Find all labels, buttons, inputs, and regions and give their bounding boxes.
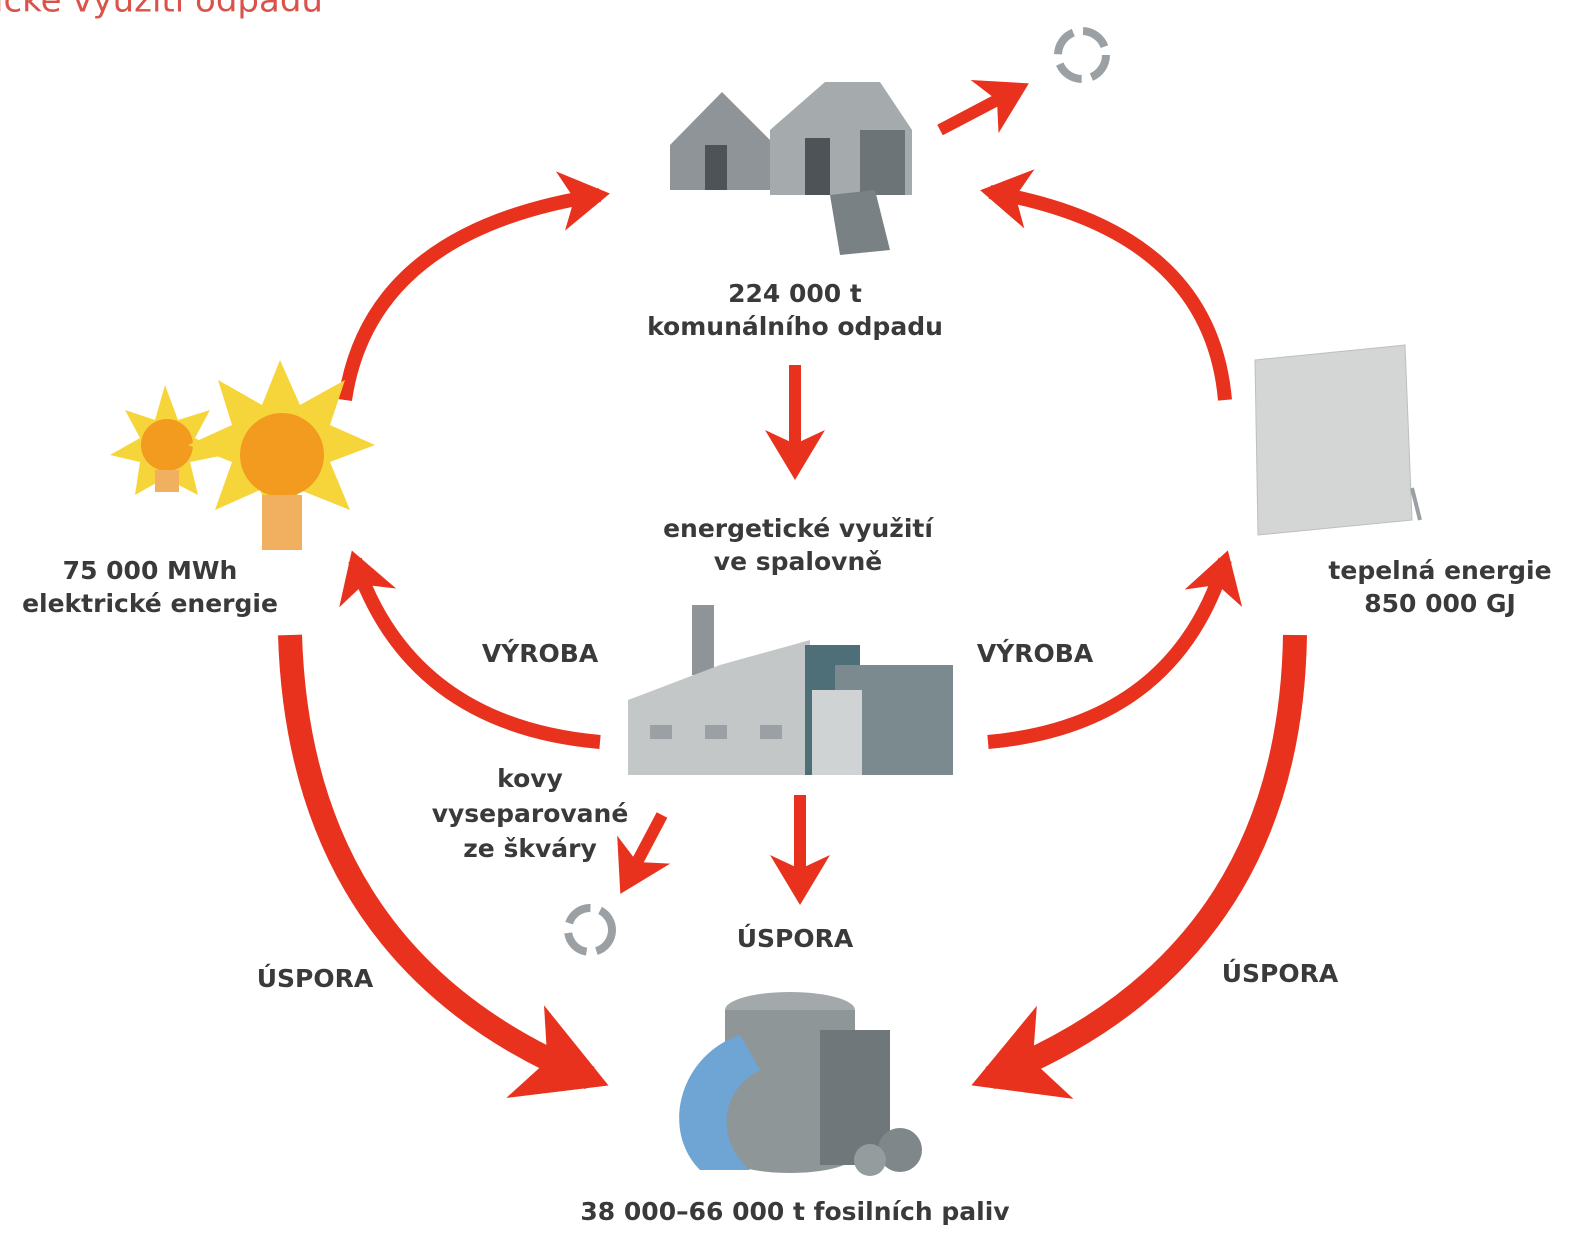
edge-label: VÝROBA [482,638,599,668]
node-label: komunálního odpadu [647,312,943,341]
arrow [345,195,600,400]
arrow [990,635,1295,1078]
node-label: ze škváry [463,834,597,863]
node-label: energetické využití [663,514,934,543]
factory-icon [628,605,953,775]
edge-label: ÚSPORA [1222,958,1339,988]
edge-label: ÚSPORA [737,923,854,953]
node-label: ve spalovně [714,547,882,576]
edge-label: ÚSPORA [257,963,374,993]
node-label: tepelná energie [1328,556,1551,585]
node-label: vyseparované [432,799,629,828]
arrow [990,192,1225,400]
diagram: ické využití odpadů [0,0,1585,1240]
node-label: 38 000–66 000 t fosilních paliv [580,1197,1009,1226]
node-label: kovy [497,764,563,793]
page-title: ické využití odpadů [0,0,323,21]
houses-icon [670,82,912,255]
bulbs-icon [110,360,375,550]
node-label: elektrické energie [22,589,278,618]
fuels-icon [679,992,922,1176]
node-label: 224 000 t [728,279,862,308]
node-label: 75 000 MWh [63,556,238,585]
edge-label: VÝROBA [977,638,1094,668]
node-label: 850 000 GJ [1364,589,1516,618]
arrow [625,815,662,885]
arrow [940,88,1020,130]
radiator-icon [1255,345,1420,535]
